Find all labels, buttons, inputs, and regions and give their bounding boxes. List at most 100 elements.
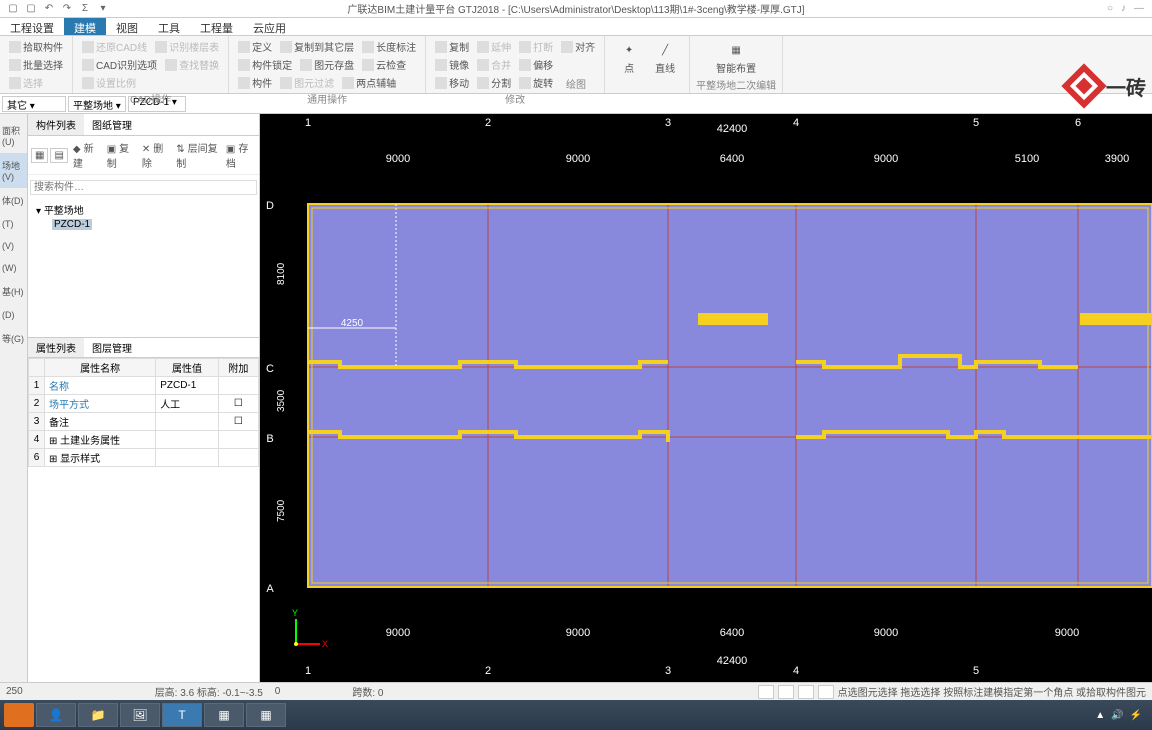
tab-quantity[interactable]: 工程量 [190, 18, 243, 35]
tab-view[interactable]: 视图 [106, 18, 148, 35]
rail-item[interactable]: 体(D) [0, 188, 27, 213]
rail-area[interactable]: 面积(U) [0, 118, 27, 153]
btn-cad-option[interactable]: CAD识别选项 [79, 56, 160, 73]
btn-rotate[interactable]: 旋转 [516, 74, 556, 91]
btn-cad-find[interactable]: 查找替换 [162, 56, 222, 73]
btn-batch-select[interactable]: 批量选择 [6, 56, 66, 73]
view-icon[interactable]: ▦ [31, 148, 48, 163]
btn-copy-layer[interactable]: 复制到其它层 [277, 38, 357, 55]
btn-extend[interactable]: 延伸 [474, 38, 514, 55]
btn-offset[interactable]: 偏移 [516, 56, 556, 73]
svg-text:42400: 42400 [717, 655, 748, 667]
btn-layer-copy[interactable]: ⇅层间复制 [173, 139, 221, 171]
table-row: 6⊞ 显示样式 [29, 449, 259, 467]
btn-aux-axis[interactable]: 两点辅轴 [339, 74, 399, 91]
tab-cloud[interactable]: 云应用 [243, 18, 296, 35]
btn-save-elem[interactable]: 图元存盘 [297, 56, 357, 73]
btn-smart-layout[interactable]: ▦智能布置 [696, 38, 776, 77]
task-item[interactable]: ▦ [246, 703, 286, 727]
btn-new[interactable]: ◆新建 [70, 139, 102, 171]
qat-sum-icon[interactable]: Σ [78, 2, 92, 16]
viewport[interactable]: 42400 9000 9000 6400 9000 5100 3900 1 2 … [260, 114, 1152, 682]
rail-item[interactable]: 基(H) [0, 279, 27, 304]
qat-redo-icon[interactable]: ↷ [60, 2, 74, 16]
task-item[interactable]: T [162, 703, 202, 727]
rail-item[interactable]: (V) [0, 235, 27, 257]
qat-open-icon[interactable]: ▢ [6, 2, 20, 16]
btn-align[interactable]: 对齐 [558, 38, 598, 55]
btn-lock[interactable]: 构件锁定 [235, 56, 295, 73]
svg-text:9000: 9000 [1055, 627, 1079, 639]
btn-delete[interactable]: ✕删除 [139, 139, 171, 171]
btn-merge[interactable]: 合并 [474, 56, 514, 73]
btn-filter[interactable]: 图元过滤 [277, 74, 337, 91]
view-icon2[interactable]: ▤ [50, 148, 67, 163]
qat-save-icon[interactable]: ▢ [24, 2, 38, 16]
qat-more-icon[interactable]: ▾ [96, 2, 110, 16]
tab-modeling[interactable]: 建模 [64, 18, 106, 35]
btn-cloud-check[interactable]: 云检查 [359, 56, 409, 73]
tab-drawing-mgmt[interactable]: 图纸管理 [84, 114, 140, 135]
beam-bar[interactable] [698, 313, 768, 325]
rail-site[interactable]: 场地(V) [0, 153, 27, 188]
tab-props[interactable]: 属性列表 [28, 338, 84, 357]
minimize-icon[interactable]: ○ [1107, 3, 1113, 14]
btn-cad-restore[interactable]: 还原CAD线 [79, 38, 150, 55]
tray-icon[interactable]: 🔊 [1111, 710, 1123, 721]
start-button[interactable] [4, 703, 34, 727]
tree-child-selected[interactable]: PZCD-1 [36, 218, 251, 231]
rail-item[interactable]: (T) [0, 213, 27, 235]
btn-move[interactable]: 镜像 [432, 56, 472, 73]
group-cad-label: CAD操作 [79, 91, 222, 107]
ortho-icon[interactable] [778, 685, 794, 699]
rail-item[interactable]: (D) [0, 304, 27, 326]
tree-root[interactable]: ▾ 平整场地 [36, 201, 251, 218]
osnap-icon[interactable] [818, 685, 834, 699]
btn-length-dim[interactable]: 长度标注 [359, 38, 419, 55]
task-item[interactable]: 🖼 [120, 703, 160, 727]
tab-layers[interactable]: 图层管理 [84, 338, 140, 357]
rail-item[interactable]: (W) [0, 257, 27, 279]
btn-break[interactable]: 打断 [516, 38, 556, 55]
btn-define[interactable]: 定义 [235, 38, 275, 55]
tray-icon[interactable]: ⚡ [1130, 710, 1142, 721]
btn-select[interactable]: 选择 [6, 74, 66, 91]
tab-component-list[interactable]: 构件列表 [28, 114, 84, 135]
svg-text:X: X [322, 639, 328, 649]
slab-region[interactable] [308, 204, 1152, 587]
tab-tools[interactable]: 工具 [148, 18, 190, 35]
quick-access-toolbar: ▢ ▢ ↶ ↷ Σ ▾ [0, 2, 110, 16]
svg-text:5: 5 [973, 665, 979, 677]
svg-text:D: D [266, 200, 274, 212]
beam-bar[interactable] [1080, 313, 1152, 325]
task-item[interactable]: ▦ [204, 703, 244, 727]
btn-archive[interactable]: ▣存档 [223, 139, 256, 171]
tab-engineering[interactable]: 工程设置 [0, 18, 64, 35]
notify-icon[interactable]: ♪ [1121, 3, 1126, 14]
btn-cad-scale[interactable]: 设置比例 [79, 74, 139, 91]
btn-cad-floor[interactable]: 识别楼层表 [152, 38, 222, 55]
btn-copy[interactable]: 复制 [432, 38, 472, 55]
btn-point[interactable]: ✦点 [611, 38, 647, 77]
btn-component[interactable]: 构件 [235, 74, 275, 91]
btn-pick[interactable]: 拾取构件 [6, 38, 66, 55]
task-item[interactable]: 📁 [78, 703, 118, 727]
rail-item[interactable]: 等(G) [0, 326, 27, 351]
task-item[interactable]: 👤 [36, 703, 76, 727]
btn-line[interactable]: ╱直线 [647, 38, 683, 77]
axis-indicator: Y X [292, 608, 328, 649]
tray-icon[interactable]: ▲ [1095, 710, 1105, 721]
btn-split[interactable]: 分割 [474, 74, 514, 91]
grid-icon[interactable] [798, 685, 814, 699]
component-search-input[interactable] [30, 180, 257, 195]
category-select[interactable]: 其它 ▾ [2, 96, 66, 112]
drawing-canvas[interactable]: 42400 9000 9000 6400 9000 5100 3900 1 2 … [260, 114, 1152, 682]
qat-undo-icon[interactable]: ↶ [42, 2, 56, 16]
snap-icon[interactable] [758, 685, 774, 699]
btn-copy2[interactable]: ▣复制 [104, 139, 137, 171]
table-row: 1名称PZCD-1 [29, 377, 259, 395]
system-tray[interactable]: ▲ 🔊 ⚡ [1095, 710, 1148, 721]
close-icon[interactable]: — [1134, 3, 1144, 14]
btn-mirror[interactable]: 移动 [432, 74, 472, 91]
th-value: 属性值 [156, 359, 219, 377]
